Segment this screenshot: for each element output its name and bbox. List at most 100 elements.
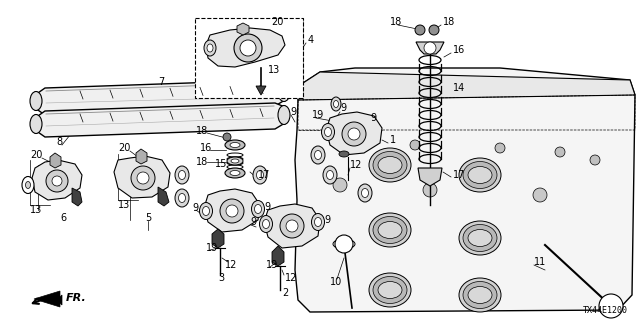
Circle shape xyxy=(286,220,298,232)
Circle shape xyxy=(234,34,262,62)
Ellipse shape xyxy=(323,166,337,184)
Text: 17: 17 xyxy=(453,170,465,180)
Ellipse shape xyxy=(202,206,209,215)
Circle shape xyxy=(52,176,62,186)
Circle shape xyxy=(223,133,231,141)
Polygon shape xyxy=(32,160,82,200)
Ellipse shape xyxy=(175,166,189,184)
Circle shape xyxy=(555,147,565,157)
Text: TX44E1200: TX44E1200 xyxy=(583,306,628,315)
Circle shape xyxy=(424,42,436,54)
Ellipse shape xyxy=(225,140,245,150)
Text: 3: 3 xyxy=(218,273,224,283)
Ellipse shape xyxy=(175,189,189,207)
Ellipse shape xyxy=(468,166,492,183)
Text: 9: 9 xyxy=(250,217,256,227)
Ellipse shape xyxy=(459,221,501,255)
Circle shape xyxy=(415,25,425,35)
Polygon shape xyxy=(50,153,61,168)
Ellipse shape xyxy=(459,278,501,312)
Polygon shape xyxy=(416,42,444,54)
Ellipse shape xyxy=(252,201,264,218)
Text: 16: 16 xyxy=(200,143,212,153)
Polygon shape xyxy=(272,246,284,266)
Circle shape xyxy=(220,199,244,223)
Circle shape xyxy=(280,214,304,238)
Text: 15: 15 xyxy=(215,159,227,169)
Text: 9: 9 xyxy=(340,103,346,113)
Polygon shape xyxy=(264,204,320,248)
Text: 20: 20 xyxy=(118,143,131,153)
Circle shape xyxy=(240,40,256,56)
FancyArrowPatch shape xyxy=(33,294,58,304)
Ellipse shape xyxy=(463,282,497,308)
Text: 12: 12 xyxy=(350,160,362,170)
Text: 1: 1 xyxy=(390,135,396,145)
Polygon shape xyxy=(298,72,635,100)
Polygon shape xyxy=(35,103,285,137)
Ellipse shape xyxy=(253,166,267,184)
Circle shape xyxy=(226,205,238,217)
Ellipse shape xyxy=(362,188,369,197)
Ellipse shape xyxy=(314,218,321,227)
Polygon shape xyxy=(158,187,169,206)
Ellipse shape xyxy=(30,115,42,133)
Ellipse shape xyxy=(231,159,239,163)
Ellipse shape xyxy=(378,156,402,173)
Polygon shape xyxy=(204,189,260,232)
Text: 20: 20 xyxy=(30,150,42,160)
Text: 18: 18 xyxy=(390,17,403,27)
Text: 6: 6 xyxy=(60,213,66,223)
Ellipse shape xyxy=(468,229,492,246)
Polygon shape xyxy=(34,291,62,307)
Text: 19: 19 xyxy=(206,243,218,253)
Text: 9: 9 xyxy=(324,215,330,225)
Text: 9: 9 xyxy=(192,203,198,213)
Ellipse shape xyxy=(262,220,269,228)
Circle shape xyxy=(423,183,437,197)
Text: 19: 19 xyxy=(266,260,278,270)
Ellipse shape xyxy=(255,204,262,213)
Ellipse shape xyxy=(227,157,243,165)
Ellipse shape xyxy=(331,97,341,111)
Ellipse shape xyxy=(314,150,321,159)
Circle shape xyxy=(333,178,347,192)
Ellipse shape xyxy=(333,239,355,249)
Polygon shape xyxy=(295,68,635,312)
Circle shape xyxy=(590,155,600,165)
Circle shape xyxy=(533,188,547,202)
Ellipse shape xyxy=(373,151,407,179)
Ellipse shape xyxy=(468,286,492,303)
Ellipse shape xyxy=(369,273,411,307)
Ellipse shape xyxy=(358,184,372,202)
Circle shape xyxy=(495,143,505,153)
Ellipse shape xyxy=(259,215,273,233)
Ellipse shape xyxy=(230,142,240,148)
Ellipse shape xyxy=(378,221,402,238)
Text: 5: 5 xyxy=(145,213,151,223)
Circle shape xyxy=(131,166,155,190)
Text: 14: 14 xyxy=(453,83,465,93)
Text: 2: 2 xyxy=(282,288,288,298)
Circle shape xyxy=(335,235,353,253)
Ellipse shape xyxy=(321,124,335,140)
Text: 8: 8 xyxy=(56,137,62,147)
Circle shape xyxy=(429,25,439,35)
Ellipse shape xyxy=(463,225,497,252)
Text: 9: 9 xyxy=(290,107,296,117)
Ellipse shape xyxy=(278,83,290,101)
Text: 4: 4 xyxy=(308,35,314,45)
Ellipse shape xyxy=(230,171,240,175)
Ellipse shape xyxy=(378,282,402,299)
Ellipse shape xyxy=(312,213,324,230)
Ellipse shape xyxy=(278,106,290,124)
Ellipse shape xyxy=(369,213,411,247)
Circle shape xyxy=(342,122,366,146)
Polygon shape xyxy=(35,80,285,115)
Circle shape xyxy=(410,140,420,150)
Ellipse shape xyxy=(200,203,212,220)
Text: 20: 20 xyxy=(271,17,284,27)
Polygon shape xyxy=(212,229,224,248)
Polygon shape xyxy=(114,156,170,198)
Ellipse shape xyxy=(326,171,333,180)
